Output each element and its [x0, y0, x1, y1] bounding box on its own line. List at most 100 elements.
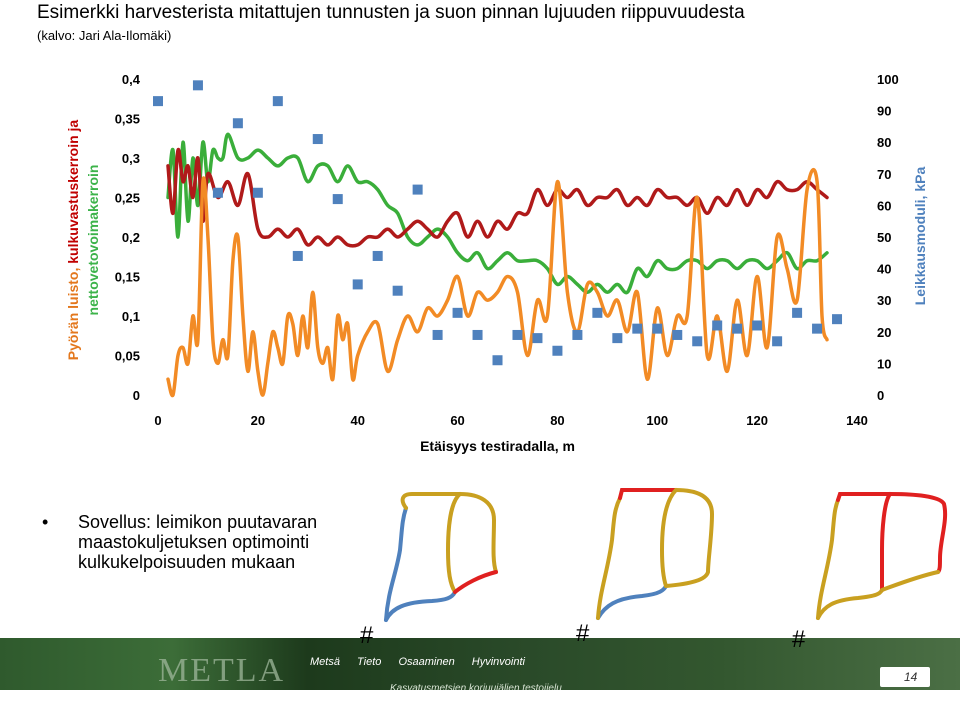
y-left-axis-label: Pyörän luisto, kulkuvastuskerroin ja [65, 120, 81, 361]
series-line-1 [166, 132, 829, 295]
scatter-point [153, 96, 163, 107]
scatter-point [592, 307, 603, 318]
y-right-tick-label: 50 [877, 230, 891, 245]
scatter-point [832, 314, 843, 325]
page-number-box [880, 667, 930, 687]
scatter-point [652, 323, 663, 334]
route-segment-blue [384, 590, 457, 622]
scatter-point [272, 96, 283, 107]
scatter-point [632, 323, 643, 334]
scatter-point [232, 118, 243, 129]
footer-subtext: Kasvatusmetsien korjuujälien testoijelu [390, 683, 562, 694]
scatter-point [212, 187, 223, 198]
scatter-point [392, 285, 403, 296]
footer: METLA Metsä Tieto Osaaminen Hyvinvointi … [0, 638, 960, 707]
route-diagram-3 [816, 492, 948, 620]
scatter-point [432, 329, 443, 340]
y-right-axis-label: Leikkausmoduli, kPa [912, 167, 928, 306]
metla-logo: METLA [158, 652, 286, 689]
scatter-point [512, 329, 523, 340]
scatter-point [452, 307, 463, 318]
scatter-point [532, 333, 543, 344]
footer-nav-item: Osaaminen [398, 656, 455, 668]
scatter-point [472, 329, 483, 340]
x-axis-label: Etäisyys testiradalla, m [420, 438, 575, 454]
hash-label-3: # [792, 626, 806, 653]
bullet-text: Sovellus: leimikon puutavaran maastokulj… [78, 512, 318, 572]
y-left-tick-label: 0,35 [115, 112, 140, 127]
chart: 0 20 40 60 80 100 120 14000,050,10,150,20,250,3… [65, 72, 928, 454]
hash-label-2: # [576, 620, 590, 647]
y-left-tick-label: 0,25 [115, 191, 140, 206]
route-segment-red [453, 570, 498, 594]
scatter-point [552, 345, 563, 356]
x-tick-label: 100 [646, 413, 668, 428]
route-diagram-1 [384, 492, 498, 622]
scatter-point [492, 355, 503, 366]
y-left-axis-label-line2: nettovetovoimakerroin [85, 165, 101, 316]
y-right-tick-label: 70 [877, 167, 891, 182]
y-left-axis-label-part: Pyörän luisto, [65, 264, 81, 360]
route-segment-blue [596, 584, 668, 620]
y-left-tick-label: 0,2 [122, 230, 140, 245]
y-right-tick-label: 80 [877, 135, 891, 150]
scatter-point [372, 250, 383, 261]
y-right-tick-label: 90 [877, 104, 891, 119]
route-segment-gold [816, 498, 840, 620]
scatter-point [752, 320, 763, 331]
page-title: Esimerkki harvesterista mitattujen tunnu… [37, 2, 745, 23]
scatter-point [792, 307, 803, 318]
y-right-tick-label: 10 [877, 356, 891, 371]
scatter-point [672, 329, 683, 340]
footer-nav-item: Metsä [310, 656, 340, 668]
route-diagrams [384, 488, 948, 622]
route-segment-gold [596, 496, 622, 620]
series-line-3 [166, 167, 829, 398]
route-segment-gold [880, 570, 940, 592]
scatter-point [292, 250, 303, 261]
y-left-tick-label: 0,05 [115, 349, 140, 364]
scatter-point [312, 134, 323, 145]
scatter-point [252, 187, 263, 198]
route-segment-gold [664, 488, 715, 588]
scatter-point [692, 336, 703, 347]
route-segment-gold [659, 488, 678, 588]
y-right-tick-label: 40 [877, 262, 891, 277]
route-segment-red [836, 492, 948, 574]
y-left-tick-label: 0 [133, 388, 140, 403]
x-tick-label: 20 [251, 413, 265, 428]
route-diagram-2 [596, 488, 715, 620]
y-right-tick-label: 0 [877, 388, 884, 403]
y-left-tick-label: 0,15 [115, 270, 140, 285]
y-left-axis-label-part: kulkuvastuskerroin [65, 131, 81, 263]
route-segment-red [880, 492, 892, 592]
route-segment-red [618, 488, 678, 500]
y-right-tick-label: 60 [877, 198, 891, 213]
page-number: 14 [904, 670, 918, 684]
page-subtitle: (kalvo: Jari Ala-Ilomäki) [37, 28, 172, 43]
y-left-tick-label: 0,3 [122, 151, 140, 166]
scatter-point [352, 279, 363, 290]
x-tick-label: 80 [550, 413, 564, 428]
scatter-point [572, 329, 583, 340]
scatter-point [192, 80, 203, 91]
footer-nav-item: Hyvinvointi [471, 656, 525, 668]
y-right-tick-label: 100 [877, 72, 899, 87]
scatter-point [332, 194, 343, 205]
route-segment-blue [384, 506, 408, 622]
footer-nav-item: Tieto [357, 656, 382, 668]
y-left-axis-label-part: ja [65, 120, 81, 133]
route-segment-gold [400, 492, 498, 574]
route-segment-gold [445, 492, 462, 594]
footer-nav: Metsä Tieto Osaaminen Hyvinvointi [310, 656, 539, 668]
scatter-point [412, 184, 423, 195]
x-tick-label: 0 [154, 413, 161, 428]
x-tick-label: 120 [746, 413, 768, 428]
y-right-tick-label: 20 [877, 325, 891, 340]
x-tick-label: 40 [350, 413, 364, 428]
scatter-point [812, 323, 823, 334]
scatter-point [712, 320, 723, 331]
y-left-tick-label: 0,4 [122, 72, 141, 87]
route-segment-gold [816, 588, 884, 620]
series-line-2 [166, 148, 829, 248]
